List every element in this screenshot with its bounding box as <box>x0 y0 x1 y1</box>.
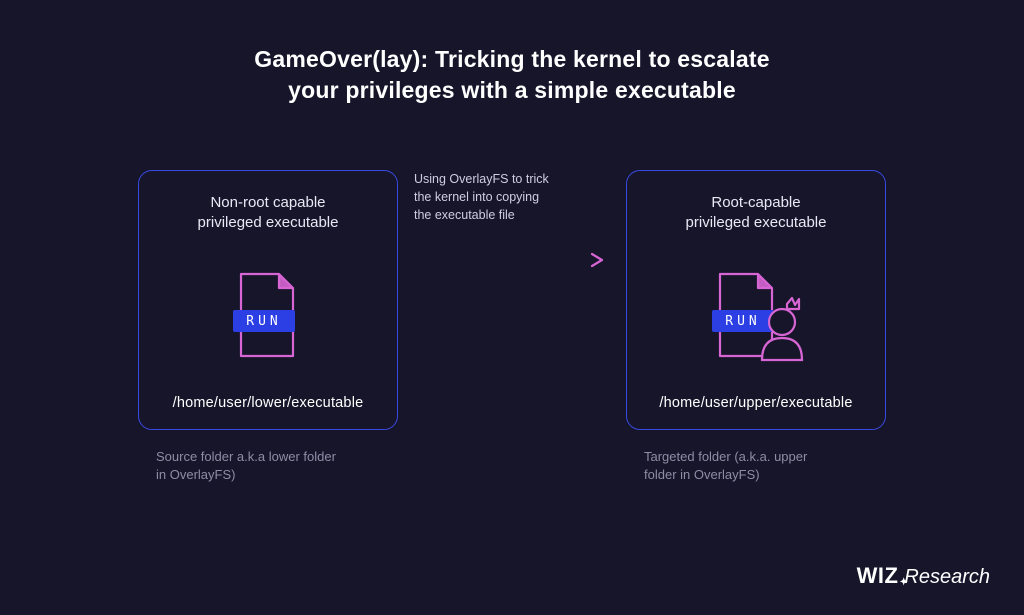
source-caption: Source folder a.k.a lower folder in Over… <box>156 448 416 484</box>
source-title-line-1: Non-root capable <box>210 194 325 211</box>
brand-research: Research <box>904 566 990 589</box>
arrow-label-line-1: Using OverlayFS to trick <box>414 172 549 186</box>
root-executable-file-icon: RUN <box>704 268 808 364</box>
target-card: Root-capable privileged executable RUN <box>626 170 886 430</box>
target-caption: Targeted folder (a.k.a. upper folder in … <box>644 448 904 484</box>
target-card-title: Root-capable privileged executable <box>686 193 827 234</box>
source-path: /home/user/lower/executable <box>173 395 364 411</box>
target-title-line-1: Root-capable <box>711 194 800 211</box>
source-card-title: Non-root capable privileged executable <box>198 193 339 234</box>
source-card: Non-root capable privileged executable R… <box>138 170 398 430</box>
target-caption-line-2: folder in OverlayFS) <box>644 467 760 482</box>
arrow-label-line-3: the executable file <box>414 208 515 222</box>
target-caption-line-1: Targeted folder (a.k.a. upper <box>644 449 807 464</box>
arrow-label-line-2: the kernel into copying <box>414 190 539 204</box>
title-line-1: GameOver(lay): Tricking the kernel to es… <box>254 46 769 72</box>
target-path: /home/user/upper/executable <box>659 395 852 411</box>
brand-logo: WIZ ✦ Research <box>857 563 990 589</box>
source-caption-line-2: in OverlayFS) <box>156 467 235 482</box>
source-caption-line-1: Source folder a.k.a lower folder <box>156 449 336 464</box>
title-line-2: your privileges with a simple executable <box>288 77 736 103</box>
brand-wiz: WIZ <box>857 563 899 589</box>
sparkle-icon: ✦ <box>900 577 909 588</box>
page-title: GameOver(lay): Tricking the kernel to es… <box>0 0 1024 106</box>
run-label-right: RUN <box>725 314 760 329</box>
source-title-line-2: privileged executable <box>198 214 339 231</box>
executable-file-icon: RUN <box>225 268 311 364</box>
arrow-label: Using OverlayFS to trick the kernel into… <box>414 170 614 224</box>
target-title-line-2: privileged executable <box>686 214 827 231</box>
diagram-stage: Non-root capable privileged executable R… <box>0 160 1024 520</box>
run-label-left: RUN <box>246 314 281 329</box>
transition-arrow-icon <box>410 250 614 270</box>
